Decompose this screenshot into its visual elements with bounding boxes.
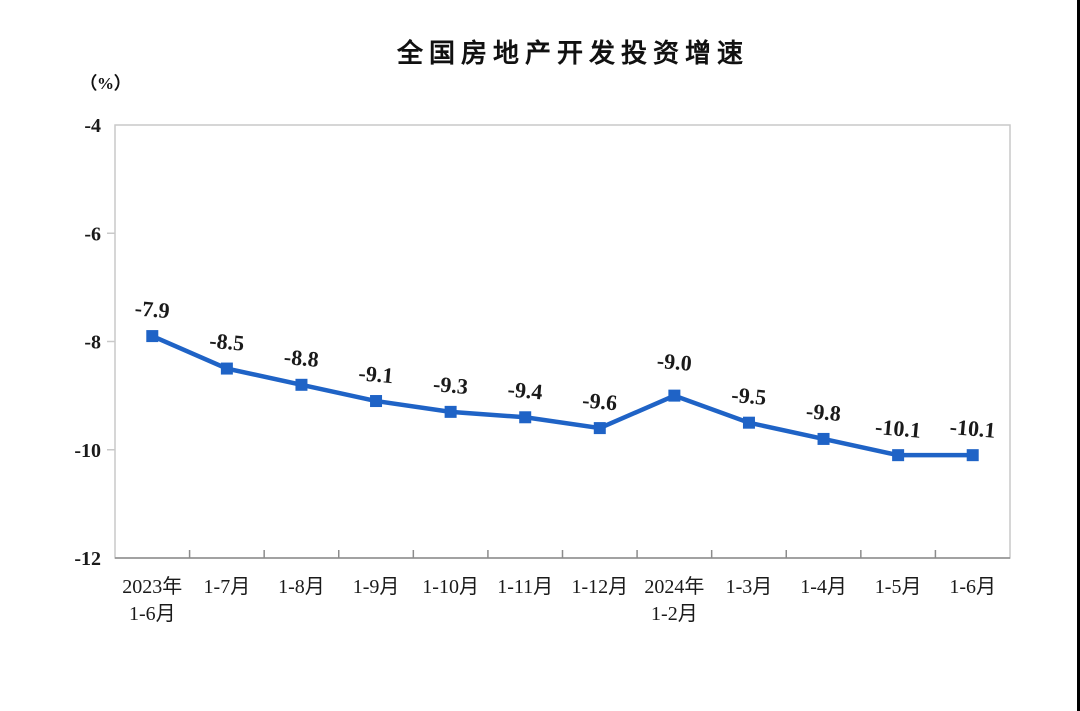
data-point-label: -9.4 xyxy=(507,377,544,405)
data-point-marker xyxy=(444,405,457,418)
data-point-label: -10.1 xyxy=(874,414,922,443)
x-axis-label: 1-12月 xyxy=(571,576,628,598)
data-point-marker xyxy=(668,389,681,402)
y-axis-tick-label: -6 xyxy=(84,223,101,245)
plot-area-border xyxy=(114,124,1011,559)
data-point-label: -9.5 xyxy=(731,382,768,410)
x-axis-label: 1-2月 xyxy=(651,603,698,625)
x-axis-label: 2023年 xyxy=(122,575,182,598)
data-point-marker xyxy=(146,330,159,343)
y-axis-unit-label: （%） xyxy=(80,74,131,93)
data-point-marker xyxy=(370,395,383,408)
data-point-label: -9.3 xyxy=(432,371,469,399)
data-point-marker xyxy=(593,422,606,435)
data-point-marker xyxy=(817,432,830,445)
data-point-marker xyxy=(220,362,233,375)
x-axis-label: 1-6月 xyxy=(949,576,996,598)
data-point-label: -7.9 xyxy=(134,295,171,323)
data-point-label: -8.8 xyxy=(283,344,320,372)
x-axis-label: 1-4月 xyxy=(800,576,847,598)
x-axis-label: 1-7月 xyxy=(204,576,251,598)
x-axis-label: 2024年 xyxy=(644,575,704,598)
data-point-label: -10.1 xyxy=(949,414,997,443)
window-right-edge-line xyxy=(1077,0,1080,711)
data-point-marker xyxy=(519,411,532,424)
x-axis-label: 1-3月 xyxy=(726,576,773,598)
data-point-label: -9.6 xyxy=(581,387,618,415)
chart-title: 全国房地产开发投资增速 xyxy=(396,38,750,68)
x-axis-label: 1-9月 xyxy=(353,576,400,598)
y-axis-tick-label: -4 xyxy=(84,115,101,137)
data-point-marker xyxy=(966,449,979,462)
data-point-label: -9.8 xyxy=(805,398,842,426)
data-point-label: -9.1 xyxy=(358,360,395,388)
x-axis-label: 1-10月 xyxy=(422,576,479,598)
x-axis-label: 1-5月 xyxy=(875,576,922,598)
y-axis-tick-label: -10 xyxy=(74,440,101,462)
x-axis-label: 1-8月 xyxy=(278,576,325,598)
data-point-marker xyxy=(742,416,755,429)
data-point-marker xyxy=(892,449,905,462)
x-axis-label: 1-6月 xyxy=(129,603,176,625)
data-point-label: -8.5 xyxy=(208,328,245,356)
data-point-marker xyxy=(295,378,308,391)
data-point-label: -9.0 xyxy=(656,348,693,376)
data-line xyxy=(151,334,973,458)
y-axis-tick-label: -12 xyxy=(74,548,101,570)
y-axis-tick-label: -8 xyxy=(84,332,101,354)
x-axis-label: 1-11月 xyxy=(497,576,553,598)
